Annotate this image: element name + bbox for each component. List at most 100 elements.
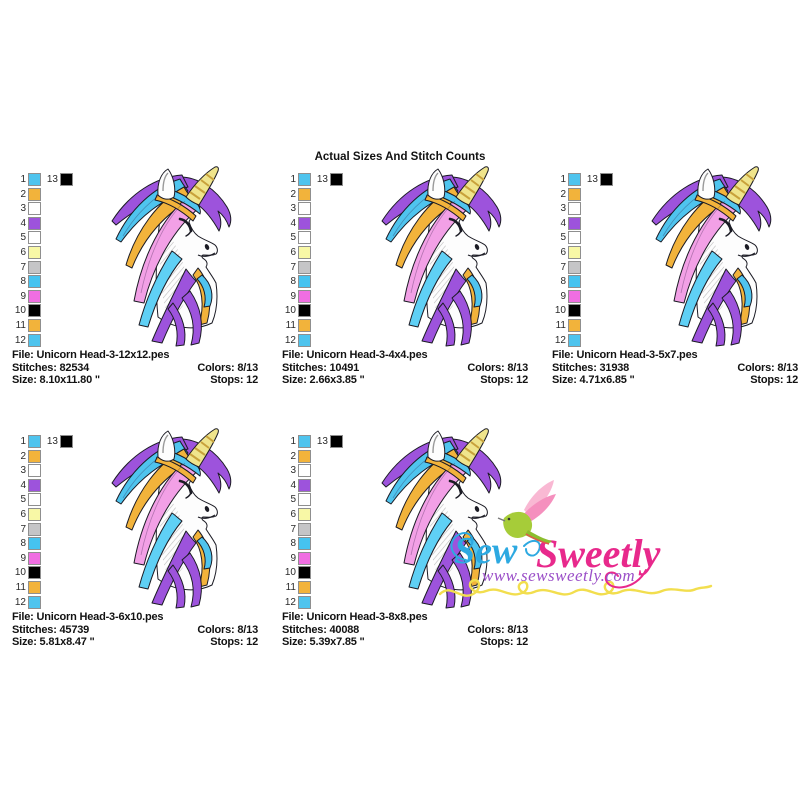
thread-color-swatch — [28, 245, 41, 259]
hummingbird-icon — [497, 480, 556, 545]
file-line: File: Unicorn Head-3-5x7.pes — [552, 349, 798, 362]
colors-value: Colors: 8/13 — [737, 361, 798, 374]
thread-number: 8 — [560, 276, 566, 288]
size-value: Size: 4.71x6.85 " — [552, 374, 635, 387]
thread-color-row: 10 — [282, 304, 343, 318]
thread-color-swatch — [298, 304, 311, 318]
thread-number: 12 — [14, 596, 26, 608]
thread-number: 12 — [14, 334, 26, 346]
thread-number: 9 — [290, 290, 296, 302]
thread-number: 11 — [555, 319, 566, 331]
thread-color-row: 2 — [282, 449, 343, 463]
thread-color-swatch — [298, 173, 311, 186]
thread-number: 1 — [20, 174, 26, 185]
thread-color-row: 5 — [12, 493, 73, 507]
thread-number: 4 — [20, 217, 26, 229]
thread-color-swatch — [298, 245, 311, 259]
thread-color-row: 2 — [12, 187, 73, 201]
stitches-colors-line: Stitches: 31938 Colors: 8/13 — [552, 362, 798, 375]
file-line: File: Unicorn Head-3-12x12.pes — [12, 349, 258, 362]
thread-color-row: 8 — [12, 537, 73, 551]
thread-color-row: 6 — [12, 245, 73, 259]
thread-color-row: 1 13 — [12, 173, 73, 186]
thread-color-row: 1 13 — [12, 435, 73, 448]
size-stops-line: Size: 2.66x3.85 " Stops: 12 — [282, 374, 528, 387]
thread-number: 11 — [285, 319, 296, 331]
thread-color-row: 1 13 — [282, 173, 343, 186]
design-info: File: Unicorn Head-3-6x10.pes Stitches: … — [12, 611, 258, 649]
unicorn-embroidery-image — [380, 165, 503, 348]
thread-number: 13 — [316, 436, 328, 447]
colors-value: Colors: 8/13 — [197, 623, 258, 636]
pink-script-flourish — [604, 569, 647, 589]
thread-number: 6 — [20, 508, 26, 520]
colors-value: Colors: 8/13 — [197, 361, 258, 374]
thread-number: 9 — [560, 290, 566, 302]
page-title: Actual Sizes And Stitch Counts — [314, 151, 486, 163]
file-line: File: Unicorn Head-3-4x4.pes — [282, 349, 528, 362]
thread-color-row: 11 — [552, 318, 613, 332]
thread-color-swatch — [28, 216, 41, 230]
unicorn-embroidery-image — [110, 165, 233, 348]
thread-number: 1 — [290, 436, 296, 447]
thread-number: 10 — [284, 305, 296, 317]
thread-color-row: 8 — [12, 275, 73, 289]
thread-number: 10 — [284, 567, 296, 579]
thread-color-row: 12 — [282, 595, 343, 609]
thread-color-swatch — [28, 595, 41, 609]
colors-value: Colors: 8/13 — [467, 623, 528, 636]
thread-color-row: 5 — [552, 231, 613, 245]
thread-color-swatch — [568, 245, 581, 259]
sew-sweetly-watermark: Sew Sweetly www.sewsweetly.com — [438, 480, 713, 597]
thread-color-row: 7 — [12, 260, 73, 274]
thread-number: 13 — [46, 436, 58, 447]
stops-value: Stops: 12 — [480, 636, 528, 649]
thread-color-row: 2 — [12, 449, 73, 463]
thread-color-row: 8 — [282, 275, 343, 289]
thread-color-swatch — [568, 187, 581, 201]
thread-color-row: 2 — [552, 187, 613, 201]
thread-color-swatch — [298, 537, 311, 551]
thread-color-swatch — [298, 275, 311, 289]
thread-color-row: 3 — [282, 202, 343, 216]
thread-color-row: 12 — [12, 333, 73, 347]
thread-color-row: 5 — [282, 231, 343, 245]
thread-number: 6 — [290, 508, 296, 520]
stops-value: Stops: 12 — [210, 374, 258, 387]
thread-number: 8 — [20, 538, 26, 550]
size-stops-line: Size: 5.39x7.85 " Stops: 12 — [282, 636, 528, 649]
thread-color-swatch — [28, 260, 41, 274]
thread-number: 6 — [20, 246, 26, 258]
thread-color-row: 7 — [552, 260, 613, 274]
thread-color-row: 12 — [12, 595, 73, 609]
thread-color-swatch — [568, 318, 581, 332]
thread-number: 1 — [560, 174, 566, 185]
thread-color-row: 7 — [282, 260, 343, 274]
thread-number: 1 — [20, 436, 26, 447]
thread-number: 2 — [560, 188, 566, 200]
thread-number: 11 — [15, 319, 26, 331]
thread-color-row: 3 — [12, 202, 73, 216]
thread-color-swatch — [28, 493, 41, 507]
file-value: Unicorn Head-3-4x4.pes — [306, 349, 428, 361]
thread-color-swatch — [298, 507, 311, 521]
watermark-url: www.sewsweetly.com — [482, 566, 635, 585]
file-label: File: — [12, 611, 34, 623]
thread-color-swatch — [28, 478, 41, 492]
design-info: File: Unicorn Head-3-5x7.pes Stitches: 3… — [552, 349, 798, 387]
thread-number: 10 — [14, 305, 26, 317]
size-stops-line: Size: 5.81x8.47 " Stops: 12 — [12, 636, 258, 649]
design-panel-12x12: 1 13 2 3 4 5 6 7 8 9 10 11 12 File: Unicorn Head-3-1… — [12, 165, 258, 395]
thread-number: 5 — [290, 494, 296, 506]
thread-number: 8 — [290, 538, 296, 550]
thread-color-swatch — [568, 260, 581, 274]
thread-color-row: 3 — [12, 464, 73, 478]
file-label: File: — [282, 611, 304, 623]
thread-color-list: 1 13 2 3 4 5 6 7 8 9 10 11 12 — [282, 435, 343, 609]
thread-number: 9 — [20, 290, 26, 302]
thread-number: 5 — [560, 232, 566, 244]
file-line: File: Unicorn Head-3-8x8.pes — [282, 611, 528, 624]
file-value: Unicorn Head-3-5x7.pes — [576, 349, 698, 361]
stops-value: Stops: 12 — [480, 374, 528, 387]
